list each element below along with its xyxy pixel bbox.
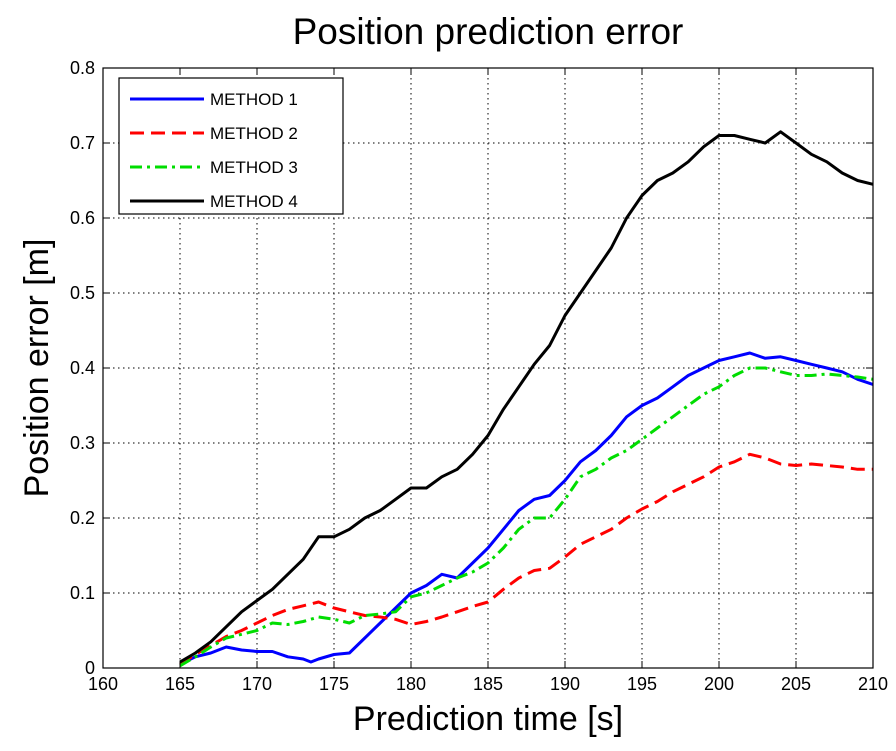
y-tick-label: 0.4: [70, 358, 95, 378]
legend: METHOD 1 METHOD 2 METHOD 3 METHOD 4: [118, 77, 344, 215]
x-tick-label: 185: [473, 674, 503, 694]
x-tick-label: 175: [319, 674, 349, 694]
x-tick-label: 205: [781, 674, 811, 694]
legend-box: [118, 77, 344, 215]
y-tick-label: 0: [85, 658, 95, 678]
series-line-1: [179, 351, 874, 666]
y-axis-label: Position error [m]: [18, 239, 56, 498]
series-line-3: [179, 366, 874, 668]
legend-label-2: METHOD 2: [210, 124, 298, 143]
x-tick-label: 190: [550, 674, 580, 694]
chart-title: Position prediction error: [293, 11, 684, 52]
x-tick-label: 195: [627, 674, 657, 694]
x-axis-ticks: 160 165 170 175 180 185 190 195 200 205 210: [88, 68, 888, 694]
y-tick-label: 0.5: [70, 283, 95, 303]
series-line-2: [179, 452, 873, 666]
x-tick-label: 165: [165, 674, 195, 694]
series-line-4: [179, 130, 874, 664]
y-axis-ticks: 0 0.1 0.2 0.3 0.4 0.5 0.6 0.7 0.8: [70, 58, 873, 678]
x-tick-label: 210: [858, 674, 888, 694]
x-tick-label: 200: [704, 674, 734, 694]
y-tick-label: 0.3: [70, 433, 95, 453]
x-tick-label: 180: [396, 674, 426, 694]
y-tick-label: 0.7: [70, 133, 95, 153]
x-tick-label: 160: [88, 674, 118, 694]
legend-label-4: METHOD 4: [210, 192, 298, 211]
y-tick-label: 0.1: [70, 583, 95, 603]
x-axis-label: Prediction time [s]: [353, 700, 623, 738]
series-group: [179, 130, 874, 668]
y-tick-label: 0.8: [70, 58, 95, 78]
legend-label-1: METHOD 1: [210, 90, 298, 109]
legend-label-3: METHOD 3: [210, 158, 298, 177]
x-tick-label: 170: [242, 674, 272, 694]
y-tick-label: 0.6: [70, 208, 95, 228]
y-tick-label: 0.2: [70, 508, 95, 528]
